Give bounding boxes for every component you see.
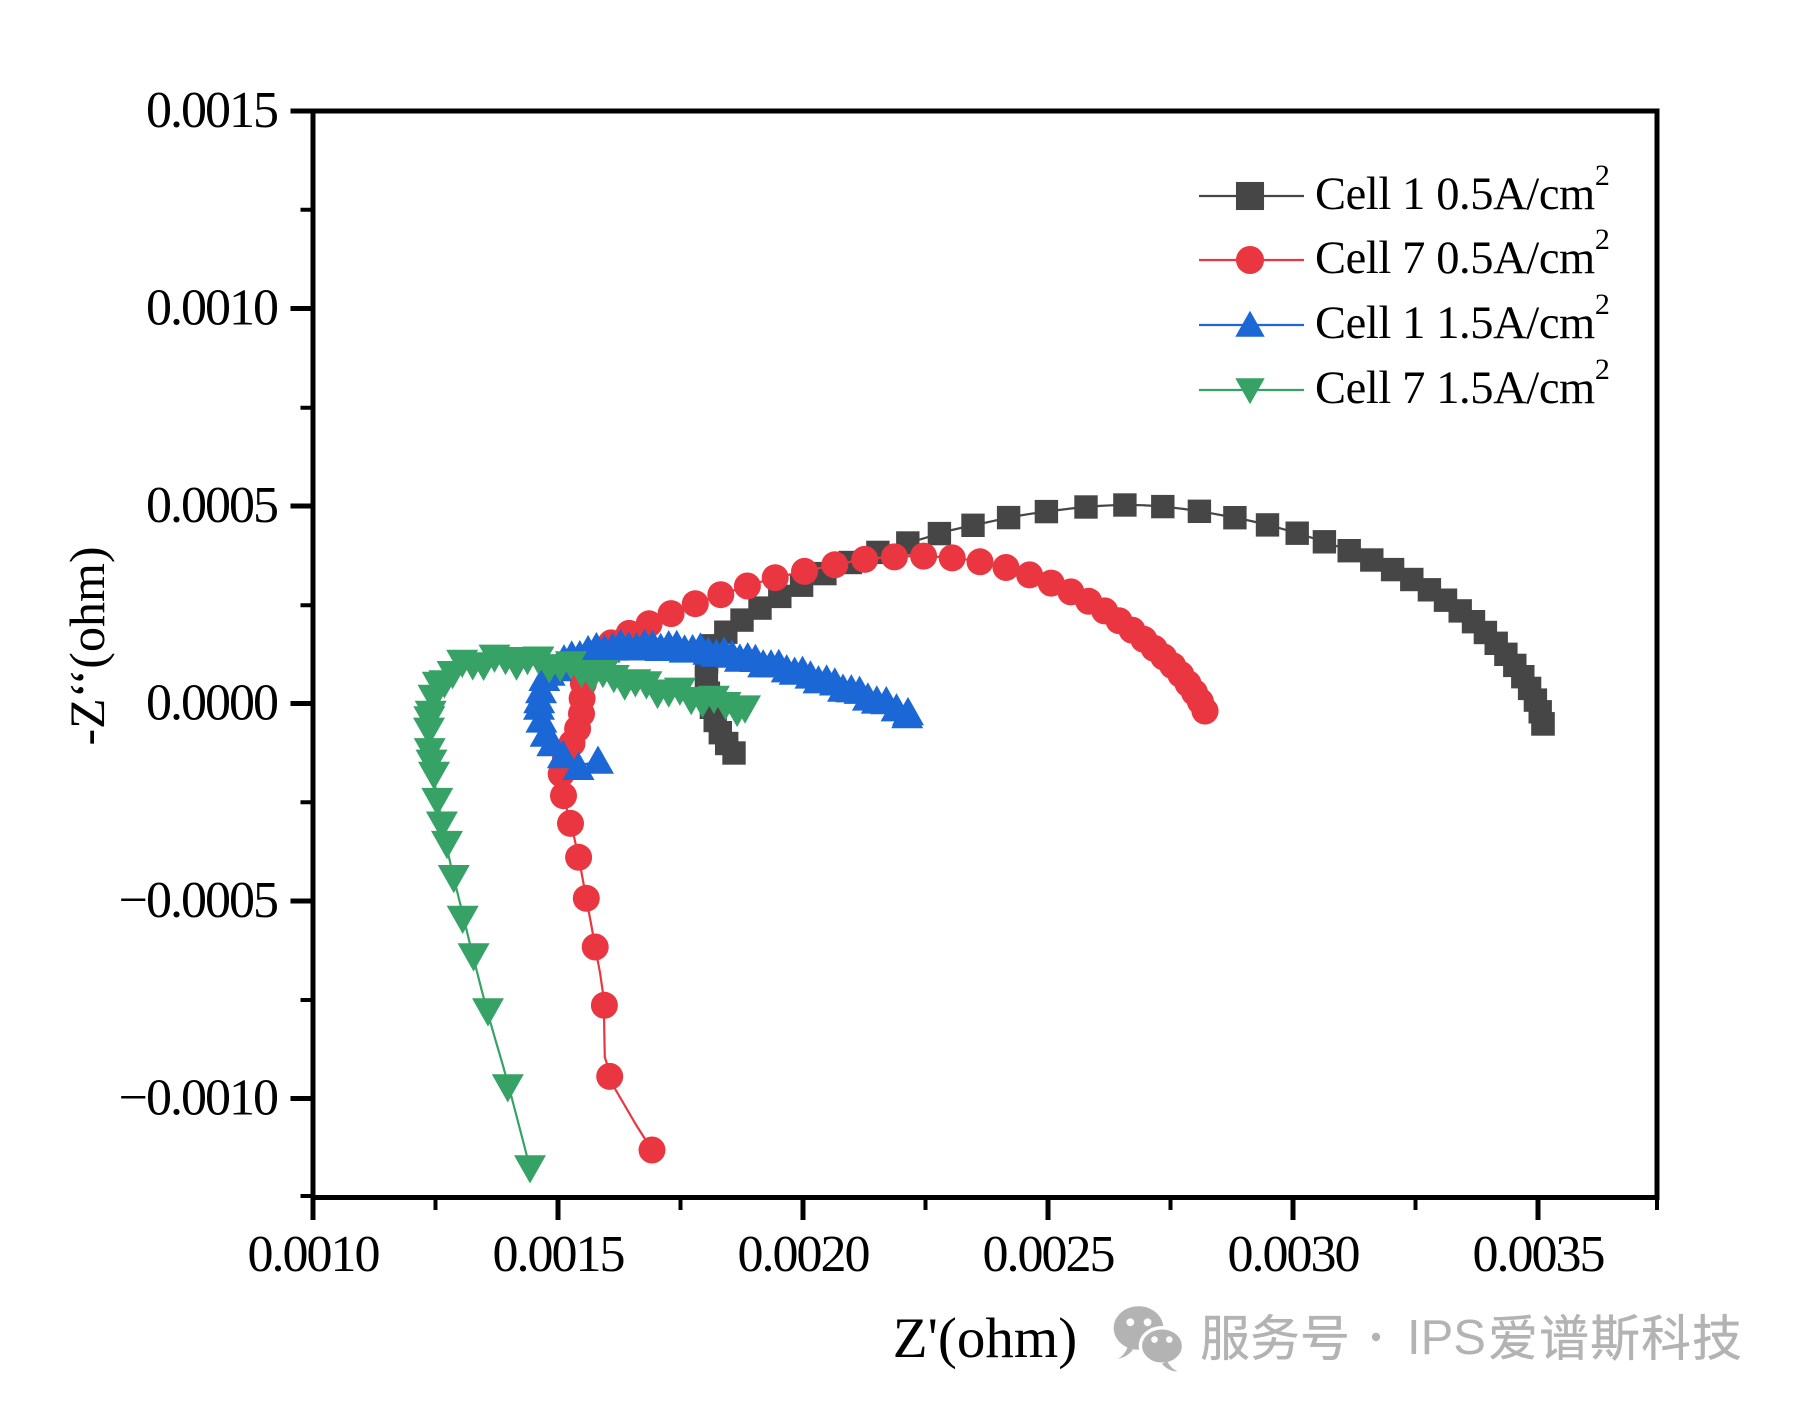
svg-text:-Z‘‘(ohm): -Z‘‘(ohm) (59, 547, 115, 746)
svg-text:0.0025: 0.0025 (983, 1226, 1114, 1283)
svg-text:Cell 7 1.5A/cm2: Cell 7 1.5A/cm2 (1315, 353, 1609, 414)
svg-text:Cell 7 0.5A/cm2: Cell 7 0.5A/cm2 (1315, 223, 1609, 284)
svg-text:0.0015: 0.0015 (493, 1226, 624, 1283)
svg-text:0.0035: 0.0035 (1473, 1226, 1604, 1283)
svg-text:0.0020: 0.0020 (738, 1226, 870, 1283)
svg-text:Cell 1 1.5A/cm2: Cell 1 1.5A/cm2 (1315, 288, 1609, 349)
svg-text:0.0010: 0.0010 (146, 280, 278, 337)
svg-text:0.0030: 0.0030 (1228, 1226, 1360, 1283)
svg-text:IPS: IPS (1407, 1311, 1486, 1365)
svg-text:Cell 1 0.5A/cm2: Cell 1 0.5A/cm2 (1315, 159, 1609, 220)
svg-text:0.0000: 0.0000 (146, 675, 278, 732)
svg-text:0.0015: 0.0015 (146, 82, 277, 139)
svg-text:0.0010: 0.0010 (248, 1226, 380, 1283)
svg-text:−0.0010: −0.0010 (119, 1070, 278, 1127)
svg-text:0.0005: 0.0005 (146, 477, 277, 534)
svg-text:−0.0005: −0.0005 (119, 872, 277, 929)
svg-text:Z'(ohm): Z'(ohm) (893, 1307, 1077, 1370)
